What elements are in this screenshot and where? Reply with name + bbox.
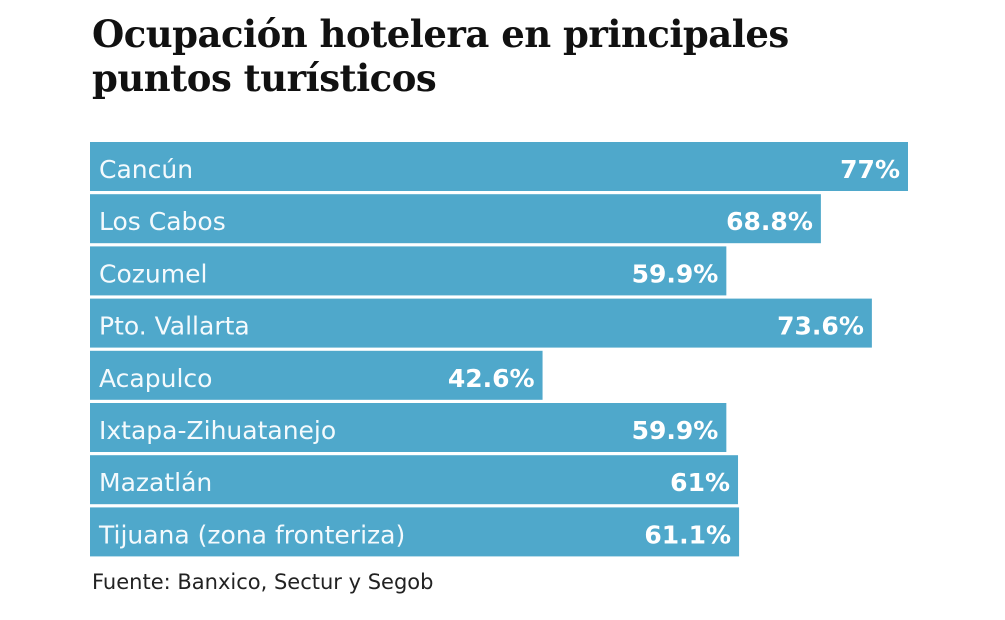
source-note: Fuente: Banxico, Sectur y Segob [92, 570, 434, 594]
data-label: 61.1% [644, 520, 731, 549]
data-label: 61% [670, 468, 730, 497]
bar [90, 455, 739, 505]
category-label: Tijuana (zona fronteriza) [98, 520, 405, 549]
category-label: Ixtapa-Zihuatanejo [99, 416, 336, 445]
bar [90, 194, 821, 244]
category-label: Cozumel [99, 259, 207, 288]
category-label: Cancún [99, 155, 193, 184]
chart-title: Ocupación hotelera en principales puntos … [92, 12, 789, 100]
bar [90, 403, 727, 452]
category-label: Acapulco [99, 364, 212, 393]
data-label: 68.8% [726, 207, 813, 236]
data-label: 77% [840, 155, 900, 184]
category-label: Los Cabos [99, 207, 226, 236]
title-line-2: puntos turísticos [92, 56, 437, 100]
bar [90, 142, 908, 191]
data-label: 59.9% [632, 416, 719, 445]
bar [90, 507, 740, 557]
data-label: 73.6% [777, 312, 864, 341]
category-label: Mazatlán [99, 468, 212, 497]
data-label: 59.9% [632, 259, 719, 288]
category-label: Pto. Vallarta [99, 312, 250, 341]
bar [90, 298, 872, 348]
title-line-1: Ocupación hotelera en principales [92, 12, 789, 56]
bar [90, 350, 543, 400]
bar [90, 246, 727, 296]
data-label: 42.6% [448, 364, 535, 393]
